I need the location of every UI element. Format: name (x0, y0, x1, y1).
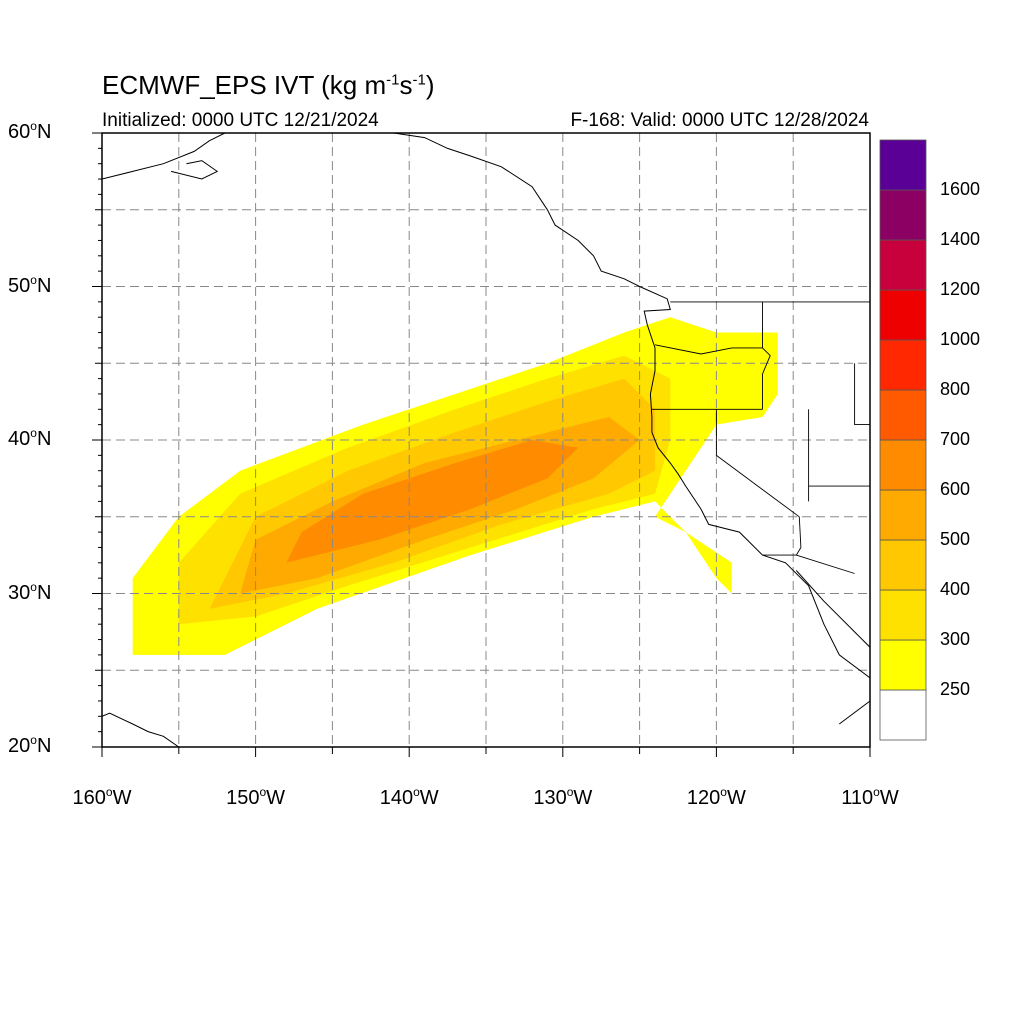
title-units-prefix: (kg m (321, 70, 387, 100)
lat-label-20: 20oN (8, 733, 52, 757)
colorbar-swatch (879, 139, 927, 191)
lon-label-120: 120oW (686, 785, 746, 809)
colorbar-label-1200: 1200 (940, 279, 981, 299)
lon-label-150: 150oW (226, 785, 286, 809)
colorbar-label-300: 300 (940, 629, 971, 649)
colorbar-swatch (879, 639, 927, 691)
colorbar-label-250: 250 (940, 679, 971, 699)
border-washington-oregon (654, 344, 763, 355)
colorbar (879, 139, 927, 741)
graticule (102, 133, 870, 747)
colorbar-swatch (879, 389, 927, 441)
coastline-gulf-of-california (795, 570, 870, 648)
border-colorado-river (795, 516, 802, 556)
lat-label-40: 40oN (8, 426, 52, 450)
coastline-alaska-peninsula (102, 133, 226, 180)
colorbar-swatch (879, 239, 927, 291)
title-units-suffix: ) (425, 70, 435, 100)
valid-time: F-168: Valid: 0000 UTC 12/28/2024 (570, 110, 869, 131)
axis-ticks (92, 132, 871, 757)
coastline-islands-north (170, 160, 219, 180)
initialized-time: Initialized: 0000 UTC 12/21/2024 (102, 110, 379, 131)
title-exponent-1: -1 (386, 71, 400, 89)
colorbar-label-500: 500 (940, 529, 971, 549)
colorbar-swatch (879, 689, 927, 741)
colorbar-label-800: 800 (940, 379, 971, 399)
title-model: ECMWF_EPS IVT (102, 70, 314, 100)
coastline-hawaii (102, 712, 180, 747)
political-borders (651, 301, 870, 574)
map-title: ECMWF_EPS IVT (kg m-1s-1) (102, 70, 434, 101)
border-wyoming (854, 363, 870, 426)
lat-label-30: 30oN (8, 579, 52, 604)
lon-label-130: 130oW (533, 785, 593, 809)
lon-label-110: 110oW (841, 785, 899, 809)
coastline-north-america (393, 133, 870, 725)
colorbar-label-700: 700 (940, 429, 971, 449)
colorbar-swatch (879, 189, 927, 241)
ivt-shading (132, 317, 778, 655)
colorbar-label-1600: 1600 (940, 179, 981, 199)
colorbar-swatch (879, 589, 927, 641)
colorbar-swatch (879, 289, 927, 341)
colorbar-swatch (879, 439, 927, 491)
title-units-mid: s (399, 70, 413, 100)
colorbar-label-600: 600 (940, 479, 971, 499)
colorbar-swatch (879, 339, 927, 391)
lon-label-160: 160oW (72, 785, 132, 809)
colorbar-swatch (879, 539, 927, 591)
colorbar-label-1000: 1000 (940, 329, 981, 349)
colorbar-swatch (879, 489, 927, 541)
border-idaho-west (762, 301, 771, 410)
colorbar-label-400: 400 (940, 579, 971, 599)
colorbar-label-1400: 1400 (940, 229, 981, 249)
lat-label-60: 60oN (8, 119, 52, 143)
lon-label-140: 140oW (379, 785, 439, 809)
title-exponent-2: -1 (412, 71, 426, 89)
ivt-band-600 (286, 440, 579, 563)
lat-label-50: 50oN (8, 272, 52, 297)
coastlines (102, 133, 870, 747)
border-california-nevada (715, 409, 800, 518)
